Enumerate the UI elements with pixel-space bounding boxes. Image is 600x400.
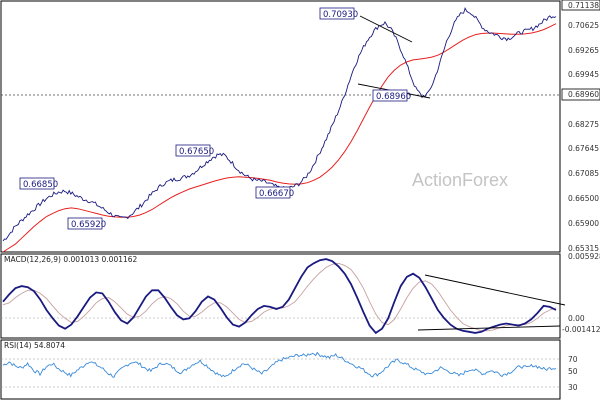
macd-trendline-lower — [417, 325, 561, 331]
price-tick-label: 0.65900 — [568, 219, 599, 228]
rsi-tick-label: 50 — [568, 367, 578, 376]
moving-average-line — [2, 23, 557, 253]
level-price-tag-bg — [561, 88, 600, 101]
price-pane — [0, 0, 561, 253]
svg-text:0.66850: 0.66850 — [23, 180, 58, 190]
macd-tick-label: 0.00 — [568, 314, 585, 323]
macd-label: MACD(12,26,9) 0.001013 0.001162 — [4, 255, 138, 264]
rsi-label: RSI(14) 54.8074 — [4, 341, 65, 350]
annotation-high-0.70930: 0.70930 — [319, 7, 358, 20]
annotation-low-0.66670: 0.66670 — [255, 186, 294, 199]
watermark: ActionForex — [412, 170, 508, 190]
macd-trendline-upper — [424, 274, 566, 306]
current-price-tag: 0.71138 — [568, 1, 599, 10]
macd-tick-label: 0.005928 — [568, 252, 600, 261]
price-tick-label: 0.67085 — [568, 169, 599, 178]
macd-main-line — [2, 258, 557, 335]
macd-pane — [0, 253, 561, 339]
annotation-low-0.65920: 0.65920 — [67, 217, 106, 230]
rsi-tick-label: 30 — [568, 383, 578, 392]
price-tick-label: 0.68275 — [568, 120, 599, 129]
svg-text:0.70930: 0.70930 — [323, 10, 358, 20]
macd-tick-label: -0.001412 — [562, 325, 600, 334]
rsi-pane — [0, 339, 561, 400]
price-tick-label: 0.65315 — [568, 244, 599, 253]
svg-text:0.67650: 0.67650 — [179, 147, 214, 157]
annotation-high-0.66850: 0.66850 — [19, 177, 58, 190]
price-tick-label: 0.66500 — [568, 194, 599, 203]
price-tick-label: 0.69265 — [568, 46, 599, 55]
svg-text:0.65920: 0.65920 — [71, 220, 106, 230]
svg-text:0.66670: 0.66670 — [259, 189, 294, 199]
rsi-line — [2, 351, 557, 378]
price-tick-label: 0.69945 — [568, 70, 599, 79]
level-price-tag: 0.68960 — [568, 90, 599, 99]
current-price-tag-bg — [561, 0, 600, 11]
svg-text:0.68960: 0.68960 — [376, 92, 411, 102]
price-tick-label: 0.70625 — [568, 21, 599, 30]
wedge-upper-line — [359, 15, 413, 43]
price-tick-label: 0.67645 — [568, 144, 599, 153]
rsi-tick-label: 70 — [568, 355, 578, 364]
annotation-low-0.68960: 0.68960 — [372, 89, 411, 102]
annotation-high-0.67650: 0.67650 — [175, 144, 214, 157]
